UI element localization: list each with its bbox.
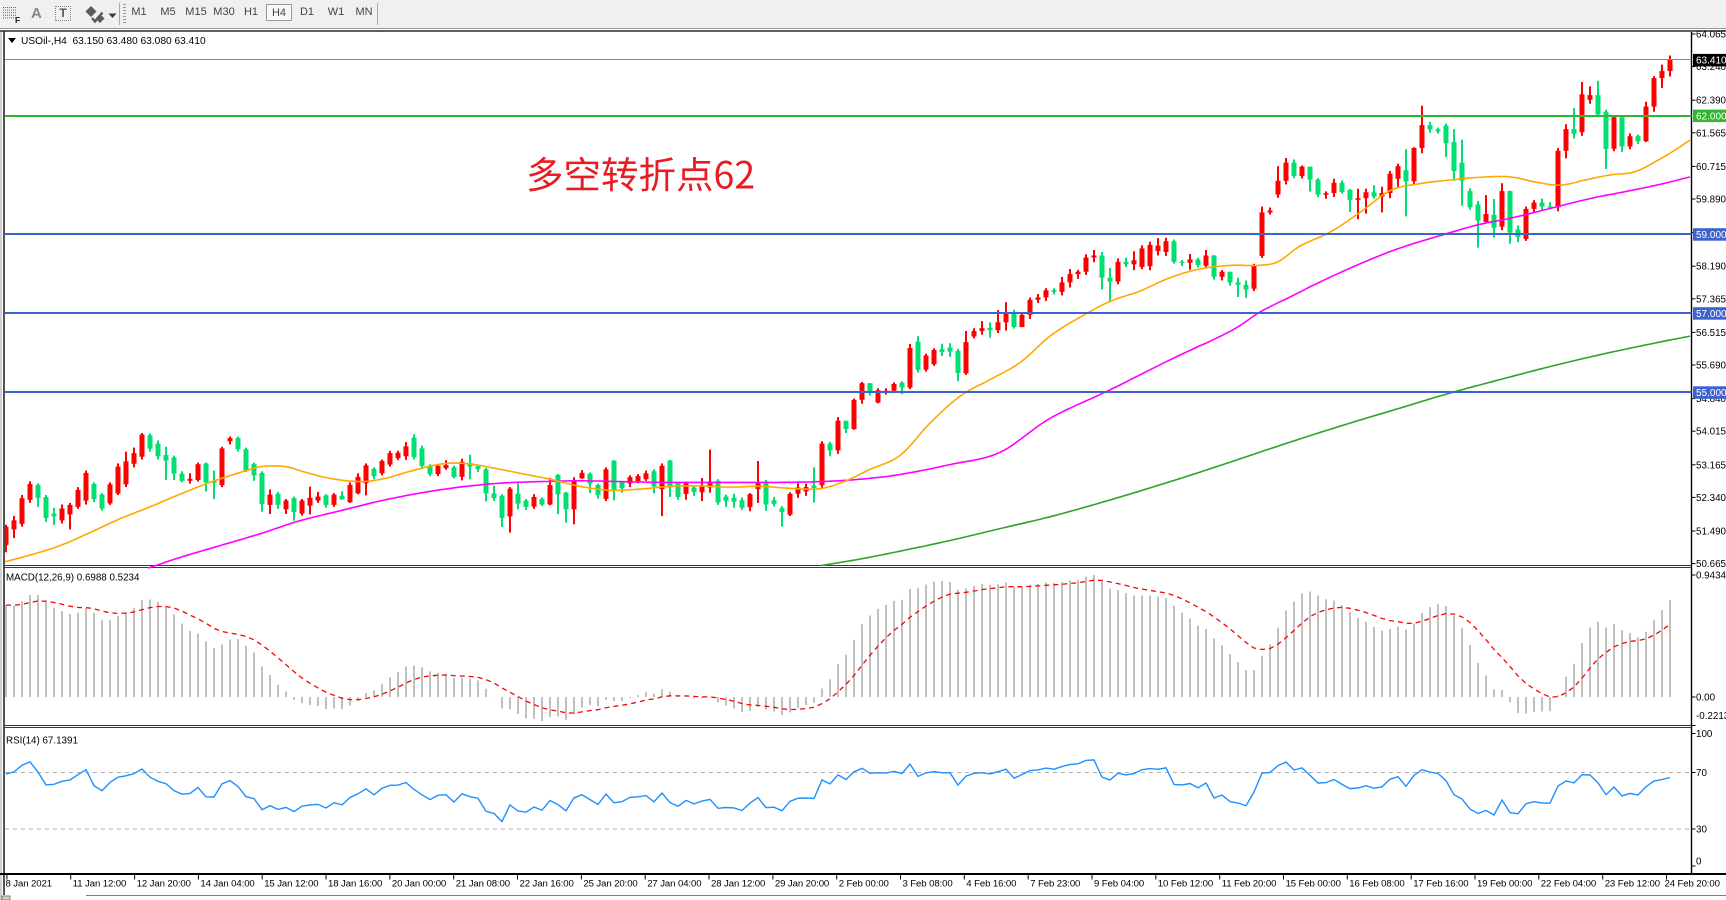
svg-text:RSI(14) 67.1391: RSI(14) 67.1391 bbox=[6, 736, 78, 747]
svg-text:11 Jan 12:00: 11 Jan 12:00 bbox=[73, 879, 127, 890]
svg-text:57.365: 57.365 bbox=[1696, 294, 1726, 305]
svg-text:70: 70 bbox=[1696, 768, 1707, 779]
svg-text:15 Feb 00:00: 15 Feb 00:00 bbox=[1286, 879, 1341, 890]
svg-text:54.840: 54.840 bbox=[1696, 394, 1726, 405]
svg-text:63.240: 63.240 bbox=[1696, 62, 1726, 73]
svg-text:15 Jan 12:00: 15 Jan 12:00 bbox=[264, 879, 318, 890]
svg-text:64.065: 64.065 bbox=[1696, 30, 1726, 41]
svg-text:57.000: 57.000 bbox=[1696, 309, 1726, 320]
svg-text:59.890: 59.890 bbox=[1696, 195, 1726, 206]
svg-text:30: 30 bbox=[1696, 825, 1707, 836]
svg-text:3 Feb 08:00: 3 Feb 08:00 bbox=[903, 879, 953, 890]
svg-text:22 Feb 04:00: 22 Feb 04:00 bbox=[1541, 879, 1596, 890]
svg-text:7 Feb 23:00: 7 Feb 23:00 bbox=[1030, 879, 1080, 890]
svg-text:F: F bbox=[15, 15, 20, 25]
svg-text:18 Jan 16:00: 18 Jan 16:00 bbox=[328, 879, 382, 890]
svg-text:50.665: 50.665 bbox=[1696, 559, 1726, 570]
svg-text:51.490: 51.490 bbox=[1696, 527, 1726, 538]
svg-text:0.00: 0.00 bbox=[1696, 693, 1716, 704]
svg-text:16 Feb 08:00: 16 Feb 08:00 bbox=[1349, 879, 1404, 890]
svg-text:58.190: 58.190 bbox=[1696, 262, 1726, 273]
svg-text:61.565: 61.565 bbox=[1696, 128, 1726, 139]
svg-text:60.715: 60.715 bbox=[1696, 162, 1726, 173]
svg-text:10 Feb 12:00: 10 Feb 12:00 bbox=[1158, 879, 1213, 890]
svg-text:4 Feb 16:00: 4 Feb 16:00 bbox=[966, 879, 1016, 890]
svg-text:23 Feb 12:00: 23 Feb 12:00 bbox=[1605, 879, 1660, 890]
svg-text:0: 0 bbox=[1696, 857, 1702, 868]
svg-text:8 Jan 2021: 8 Jan 2021 bbox=[6, 879, 52, 890]
svg-text:55.000: 55.000 bbox=[1696, 388, 1726, 399]
svg-text:-0.2213: -0.2213 bbox=[1696, 711, 1726, 722]
svg-text:28 Jan 12:00: 28 Jan 12:00 bbox=[711, 879, 765, 890]
svg-text:14 Jan 04:00: 14 Jan 04:00 bbox=[200, 879, 254, 890]
svg-text:63.410: 63.410 bbox=[1696, 56, 1726, 67]
svg-text:19 Feb 00:00: 19 Feb 00:00 bbox=[1477, 879, 1532, 890]
svg-text:62.390: 62.390 bbox=[1696, 96, 1726, 107]
svg-text:20 Jan 00:00: 20 Jan 00:00 bbox=[392, 879, 446, 890]
svg-text:21 Jan 08:00: 21 Jan 08:00 bbox=[456, 879, 510, 890]
svg-text:54.015: 54.015 bbox=[1696, 427, 1726, 438]
svg-text:22 Jan 16:00: 22 Jan 16:00 bbox=[520, 879, 574, 890]
svg-text:12 Jan 20:00: 12 Jan 20:00 bbox=[137, 879, 191, 890]
svg-text:17 Feb 16:00: 17 Feb 16:00 bbox=[1413, 879, 1468, 890]
svg-text:29 Jan 20:00: 29 Jan 20:00 bbox=[775, 879, 829, 890]
svg-text:USOil-,H4 63.150 63.480 63.08: USOil-,H4 63.150 63.480 63.080 63.410 bbox=[21, 36, 206, 47]
svg-text:52.340: 52.340 bbox=[1696, 493, 1726, 504]
svg-text:56.515: 56.515 bbox=[1696, 328, 1726, 339]
svg-text:55.690: 55.690 bbox=[1696, 361, 1726, 372]
svg-text:MACD(12,26,9) 0.6988 0.5234: MACD(12,26,9) 0.6988 0.5234 bbox=[6, 573, 140, 584]
svg-text:62.000: 62.000 bbox=[1696, 111, 1726, 122]
svg-text:53.165: 53.165 bbox=[1696, 460, 1726, 471]
svg-text:25 Jan 20:00: 25 Jan 20:00 bbox=[583, 879, 637, 890]
svg-text:11 Feb 20:00: 11 Feb 20:00 bbox=[1222, 879, 1277, 890]
svg-text:9 Feb 04:00: 9 Feb 04:00 bbox=[1094, 879, 1144, 890]
svg-text:59.000: 59.000 bbox=[1696, 230, 1726, 241]
svg-text:27 Jan 04:00: 27 Jan 04:00 bbox=[647, 879, 701, 890]
svg-text:100: 100 bbox=[1696, 729, 1713, 740]
svg-text:24 Feb 20:00: 24 Feb 20:00 bbox=[1665, 879, 1720, 890]
svg-text:2 Feb 00:00: 2 Feb 00:00 bbox=[839, 879, 889, 890]
svg-text:0.9434: 0.9434 bbox=[1696, 571, 1726, 582]
